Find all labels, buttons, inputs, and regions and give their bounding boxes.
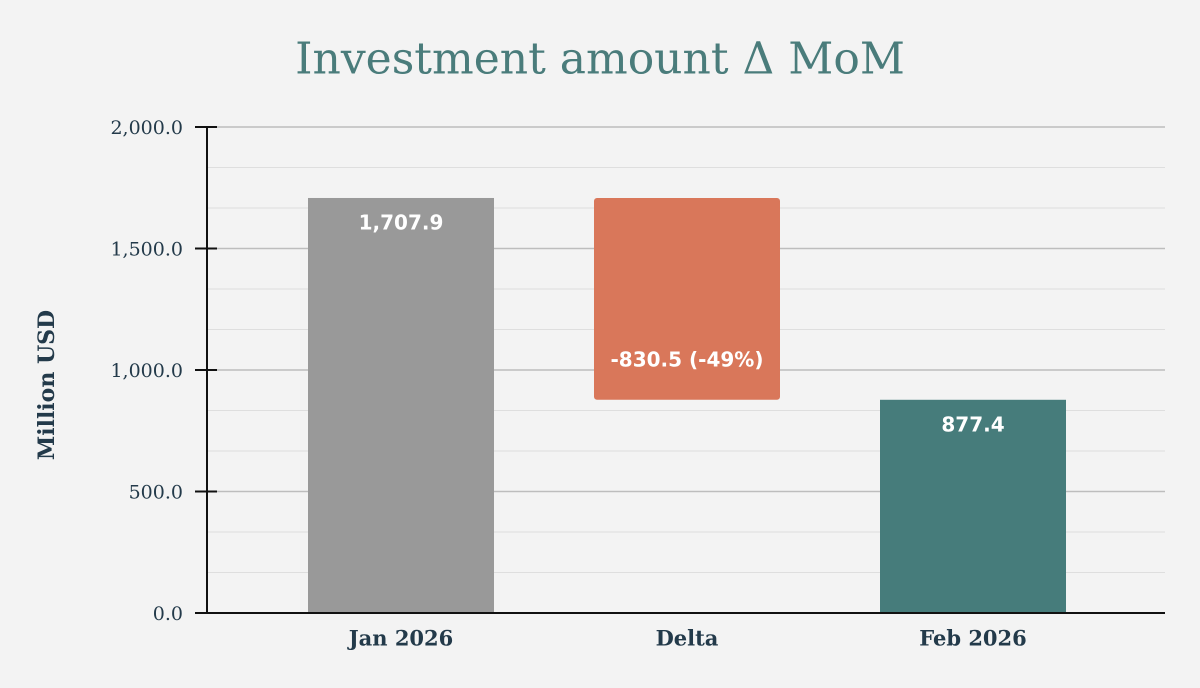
y-tick-label: 0.0 (153, 603, 183, 625)
value-label: 877.4 (941, 412, 1004, 436)
bar (594, 197, 780, 400)
y-tick-label: 1,000.0 (110, 360, 183, 382)
y-axis-label: Million USD (34, 310, 60, 460)
x-tick-label: Delta (656, 626, 719, 651)
bar (308, 197, 494, 614)
value-label: 1,707.9 (359, 210, 444, 234)
x-tick-label: Feb 2026 (919, 626, 1027, 651)
bar (880, 399, 1066, 613)
chart-title: Investment amount Δ MoM (295, 34, 905, 85)
y-tick-label: 1,500.0 (110, 239, 183, 261)
x-tick-label: Jan 2026 (347, 626, 454, 651)
y-tick-label: 2,000.0 (110, 117, 183, 139)
y-tick-label: 500.0 (129, 482, 183, 504)
value-label: -830.5 (-49%) (611, 347, 764, 371)
